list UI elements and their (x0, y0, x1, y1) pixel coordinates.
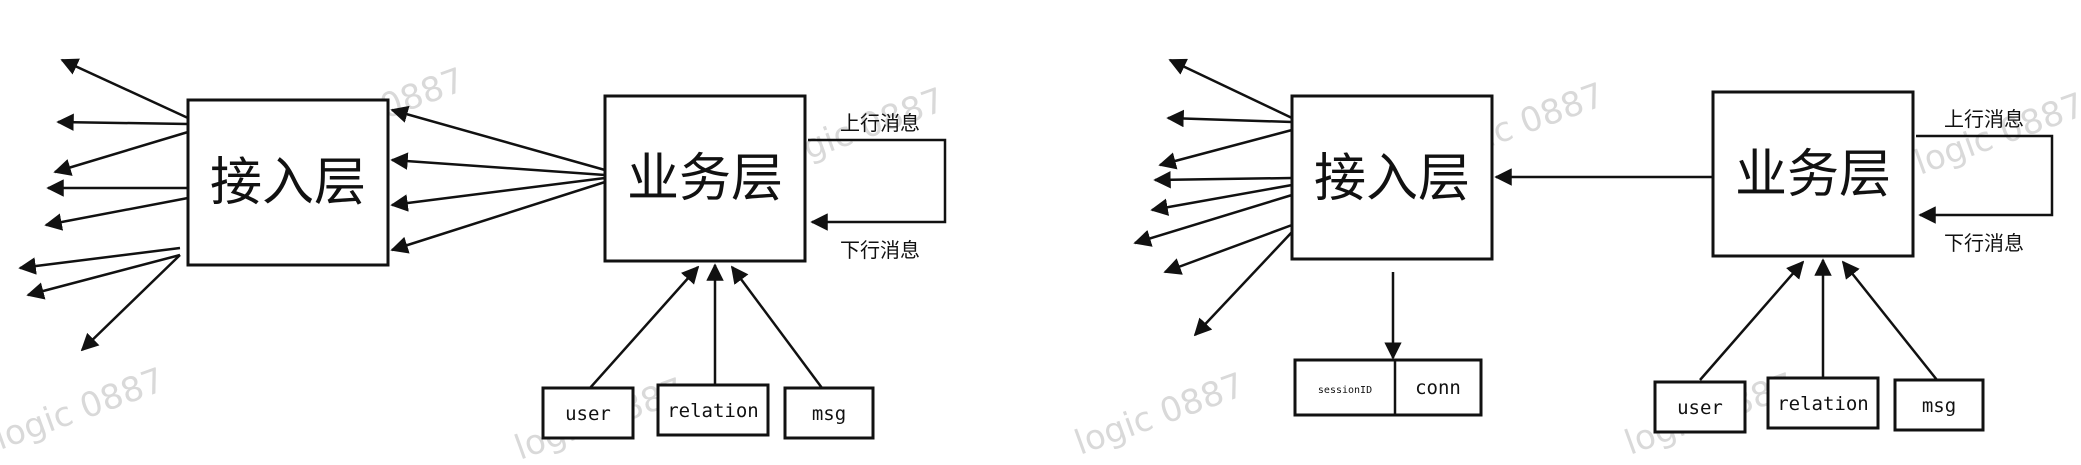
watermark: logic 0887 (1069, 365, 1249, 463)
dispatch-arrow (390, 176, 606, 212)
client-arrow (1133, 193, 1293, 247)
msg-db-label: msg (812, 403, 846, 425)
business-layer-label: 业务层 (1735, 145, 1891, 205)
client-arrow (80, 254, 181, 352)
dispatch-arrow (390, 180, 606, 254)
client-arrow (1150, 183, 1293, 216)
business-layer-label: 业务层 (627, 149, 783, 209)
upstream-label: 上行消息 (1944, 107, 2024, 131)
session-table-box (1293, 358, 1483, 417)
access-layer-box (1290, 94, 1494, 261)
business-layer-box (603, 94, 807, 263)
relation-db-box (656, 383, 770, 437)
access-layer-label: 接入层 (1314, 149, 1470, 209)
dispatch-arrow (390, 105, 606, 172)
message-loop-arrow (1916, 134, 2054, 224)
user-db-box (1653, 380, 1747, 434)
msg-db-box (783, 386, 875, 440)
downstream-label: 下行消息 (840, 238, 920, 262)
client-arrow (1166, 109, 1293, 128)
client-arrow (53, 130, 189, 176)
relation-db-label: relation (667, 400, 759, 422)
left-client-arrows (18, 58, 189, 352)
left-business-to-access-arrows (390, 105, 606, 254)
user-db-box (541, 386, 635, 440)
relation-db-label: relation (1777, 393, 1869, 415)
downstream-label: 下行消息 (1944, 231, 2024, 255)
user-db-arrow (589, 265, 700, 389)
relation-db-box (1766, 376, 1880, 430)
upstream-label: 上行消息 (840, 111, 920, 135)
client-arrow (1158, 128, 1293, 170)
client-arrow (1153, 171, 1293, 189)
watermark: logic 0887 (1909, 85, 2081, 183)
left-diagram: 接入层 业务层 上行消息 下行消息 user relation msg (18, 58, 947, 440)
message-loop-arrow (808, 138, 947, 231)
client-arrow (60, 58, 189, 120)
client-arrow (44, 196, 189, 231)
msg-db-box (1893, 378, 1985, 432)
dispatch-arrow (390, 152, 606, 177)
right-client-arrows (1133, 58, 1293, 337)
right-diagram: 接入层 业务层 上行消息 下行消息 sessionID conn user re… (1133, 58, 2054, 434)
msg-db-arrow (730, 265, 824, 389)
user-db-label: user (565, 403, 611, 425)
client-arrow (56, 113, 189, 131)
access-layer-box (186, 98, 390, 267)
client-arrow (1168, 58, 1293, 120)
watermark: logic 0887 (0, 360, 170, 458)
conn-column: conn (1415, 377, 1461, 399)
client-arrow (26, 253, 181, 300)
client-arrow (18, 246, 181, 275)
user-db-label: user (1677, 397, 1723, 419)
session-id-column: sessionID (1318, 385, 1372, 396)
client-arrow (1193, 231, 1293, 337)
client-arrow (1163, 223, 1293, 275)
access-layer-label: 接入层 (210, 153, 366, 213)
msg-db-label: msg (1922, 395, 1956, 417)
user-db-arrow (1699, 260, 1805, 381)
msg-db-arrow (1841, 260, 1938, 381)
business-layer-box (1711, 90, 1915, 258)
